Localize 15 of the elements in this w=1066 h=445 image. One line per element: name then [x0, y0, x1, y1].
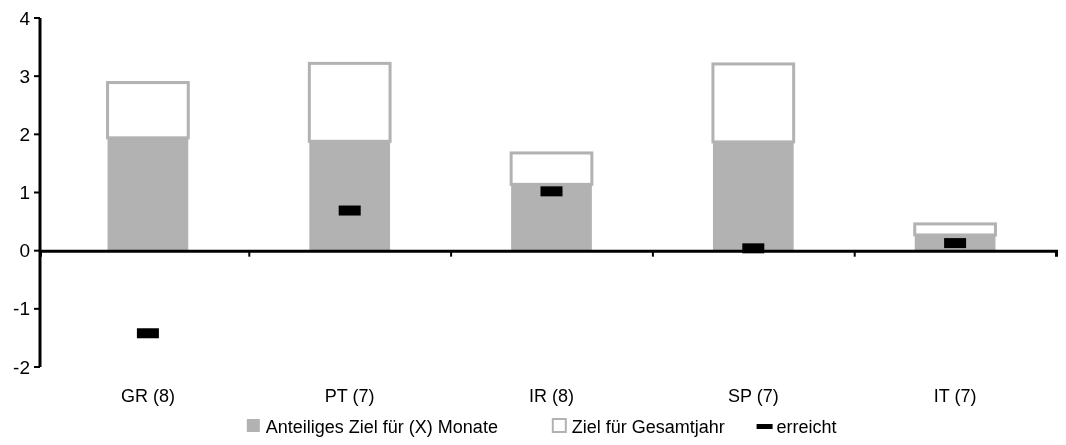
legend-label: Anteiliges Ziel für (X) Monate [265, 417, 498, 437]
x-tick-label: IT (7) [933, 386, 977, 406]
y-tick-label: 3 [19, 65, 30, 87]
y-tick-label: 2 [19, 123, 30, 145]
x-tick-label: PT (7) [324, 386, 375, 406]
y-tick-label: -1 [13, 298, 30, 320]
y-tick-label: -2 [13, 356, 30, 378]
x-tick-label: IR (8) [529, 386, 574, 406]
legend-label: Ziel für Gesamtjahr [571, 417, 725, 437]
y-tick-label: 4 [19, 7, 31, 29]
y-tick-label: 1 [19, 182, 30, 204]
legend-label: erreicht [776, 417, 837, 437]
x-tick-label: GR (8) [120, 386, 175, 406]
x-tick-label: SP (7) [727, 386, 779, 406]
y-tick-label: 0 [19, 240, 30, 262]
